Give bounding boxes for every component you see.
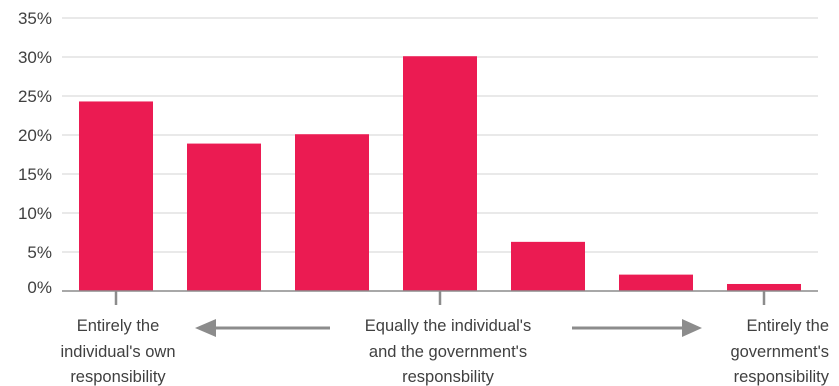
y-tick-label: 30%: [18, 48, 52, 67]
y-tick-label: 35%: [18, 9, 52, 28]
bar: [727, 283, 801, 291]
y-tick-label: 15%: [18, 165, 52, 184]
left-arrow-icon: [195, 319, 330, 337]
scale-label-left-line-2: individual's own: [60, 343, 175, 361]
bars: [79, 56, 801, 292]
bar: [511, 241, 585, 291]
scale-label-middle-line-1: Equally the individual's: [365, 317, 531, 335]
bar: [79, 101, 153, 292]
right-arrow-icon: [572, 319, 702, 337]
scale-label-right: Entirely the government's responsibility: [730, 317, 829, 386]
scale-label-right-line-3: responsibility: [734, 368, 830, 386]
y-tick-label: 25%: [18, 87, 52, 106]
bar: [295, 134, 369, 291]
bar: [619, 274, 693, 291]
scale-label-left-line-3: responsibility: [70, 368, 166, 386]
scale-label-right-line-2: government's: [730, 343, 829, 361]
y-tick-label: 0%: [27, 278, 52, 297]
scale-label-middle: Equally the individual's and the governm…: [365, 317, 531, 386]
bar: [403, 56, 477, 291]
y-tick-label: 20%: [18, 126, 52, 145]
scale-label-right-line-1: Entirely the: [746, 317, 829, 335]
scale-label-middle-line-3: responsbility: [402, 368, 494, 386]
y-tick-label: 5%: [27, 243, 52, 262]
y-tick-label: 10%: [18, 204, 52, 223]
scale-label-left: Entirely the individual's own responsibi…: [60, 317, 175, 386]
y-axis: 0% 5% 10% 15% 20% 25% 30% 35%: [18, 9, 52, 297]
scale-label-middle-line-2: and the government's: [369, 343, 527, 361]
scale-label-left-line-1: Entirely the: [77, 317, 160, 335]
x-axis-ticks: [114, 291, 766, 305]
bar: [187, 143, 261, 291]
